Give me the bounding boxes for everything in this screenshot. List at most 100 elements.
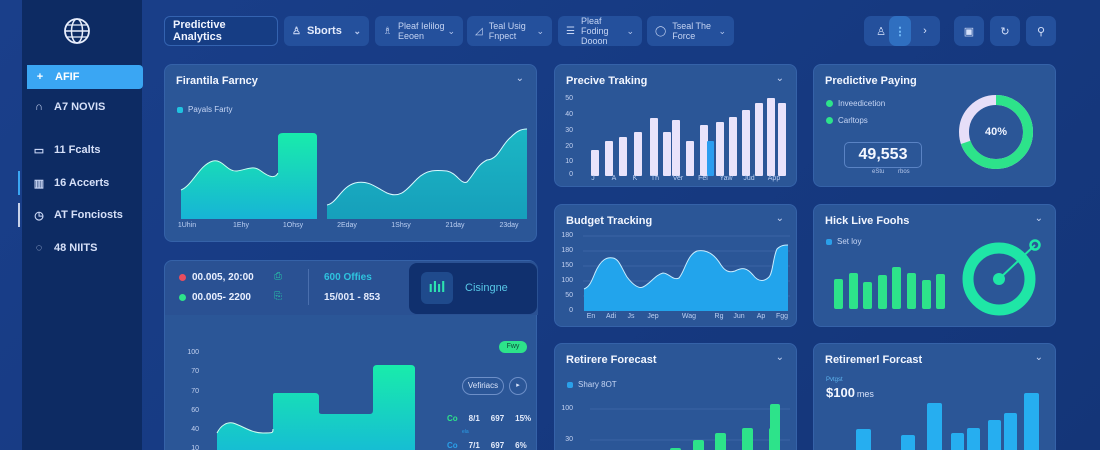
- predictive-tracking-bar-chart: [591, 98, 786, 176]
- sidebar-item-niits[interactable]: ◌ 48 NIITS: [22, 236, 142, 260]
- brand-name: Cisingne: [465, 282, 508, 294]
- sidebar-item-label: AT Fonciosts: [54, 209, 123, 221]
- database-icon: ☰: [566, 25, 575, 37]
- financial-area-chart: [180, 128, 528, 219]
- range-label: 15/001 - 853: [324, 292, 381, 303]
- status-badge: Fwy: [499, 341, 527, 353]
- card-title: Budget Tracking: [566, 215, 653, 227]
- predictive-paying-card: Predictive Paying Inveedicetion Carltops…: [813, 64, 1056, 187]
- brand-box[interactable]: ılıl Cisingne: [409, 263, 537, 314]
- link-icon[interactable]: ⚲: [1026, 16, 1056, 46]
- sidebar-item-novis[interactable]: ∩ A7 NOVIS: [22, 95, 142, 119]
- financial-card: Firantila Farncy ⌄ Payals Farty 1Uhin 1E…: [164, 64, 537, 242]
- card-title: Predictive Paying: [825, 75, 917, 87]
- page-title-button[interactable]: Predictive Analytics: [164, 16, 278, 46]
- clock-icon: ◷: [34, 209, 44, 222]
- refresh-icon[interactable]: ↻: [990, 16, 1020, 46]
- budget-area-chart: [583, 235, 790, 311]
- sidebar: + AFIF ∩ A7 NOVIS ▭ 11 Fcalts ▥ 16 Accer…: [18, 0, 143, 450]
- sborts-dropdown[interactable]: ♙ Sborts ⌄: [284, 16, 369, 46]
- arrow-icon[interactable]: ›: [923, 25, 927, 37]
- card-title: Hick Live Foohs: [825, 215, 910, 227]
- stats-row: Co 7/1 697 6%: [447, 441, 527, 450]
- budget-tracking-card: Budget Tracking ⌄ 180 180 150 100 50 0 E…: [554, 204, 797, 327]
- person-icon: ♗: [383, 25, 392, 37]
- file-icon[interactable]: ⎘: [274, 291, 282, 302]
- chevron-down-icon: ⌄: [447, 25, 455, 36]
- retirement-bar-chart-a: [590, 404, 790, 450]
- indicator: [18, 203, 20, 227]
- more-vertical-icon[interactable]: ⋮: [889, 16, 911, 46]
- user-lock-icon[interactable]: ♙: [876, 25, 886, 38]
- sidebar-item-label: 16 Accerts: [54, 177, 110, 189]
- card-title: Retirere Forecast: [566, 354, 657, 366]
- pill-button[interactable]: Vefiriacs: [462, 377, 504, 395]
- sidebar-item-fonciosts[interactable]: ◷ AT Fonciosts: [22, 203, 142, 227]
- chart-icon: ◿: [475, 25, 483, 37]
- legend: Payals Farty: [177, 105, 232, 114]
- legend-swatch: [177, 106, 183, 113]
- globe-icon[interactable]: [62, 16, 92, 46]
- sidebar-item-label: 48 NIITS: [54, 242, 98, 254]
- amount-label: $100 mes: [826, 385, 874, 400]
- retirement-forecast-card-a: Retirere Forecast ⌄ Shary 8OT 100 30: [554, 343, 797, 450]
- divider: [308, 269, 309, 305]
- sidebar-item-label: AFIF: [55, 71, 80, 83]
- building-icon: ▥: [33, 177, 45, 190]
- retirement-forecast-card-b: Retiremerl Forcast ⌄ Pvtgst $100 mes: [813, 343, 1056, 450]
- legend: Shary 8OT: [567, 380, 617, 389]
- chevron-down-icon: ⌄: [626, 25, 634, 36]
- big-number-box: 49,553: [844, 142, 922, 168]
- active-indicator: [18, 171, 20, 195]
- sidebar-item-fcalts[interactable]: ▭ 11 Fcalts: [22, 138, 142, 162]
- filter-dropdown-4[interactable]: ◯ Tseal The Force ⌄: [647, 16, 734, 46]
- magnet-icon: ∩: [35, 101, 43, 113]
- page-title: Predictive Analytics: [173, 19, 226, 43]
- chevron-down-icon[interactable]: ⌄: [775, 213, 784, 224]
- sidebar-item-label: 11 Fcalts: [54, 144, 101, 156]
- large-step-area-chart: [216, 365, 415, 450]
- time-row-1: 00.005, 20:00: [179, 272, 254, 283]
- card-title: Retiremerl Forcast: [825, 354, 923, 366]
- filter-dropdown-3[interactable]: ☰ Pleaf Foding Dooon ⌄: [558, 16, 642, 46]
- chevron-down-icon[interactable]: ⌄: [1034, 352, 1043, 363]
- chevron-down-icon[interactable]: ⌄: [515, 73, 524, 84]
- stats-card: 00.005, 20:00 00.005- 2200 ⎙ ⎘ 600 Offie…: [164, 260, 538, 450]
- chevron-down-icon[interactable]: ⌄: [775, 73, 784, 84]
- donut-chart: [959, 95, 1033, 169]
- legend-item: Carltops: [826, 116, 868, 125]
- chat-icon: ◌: [35, 242, 43, 254]
- hick-live-chart: [834, 239, 1041, 316]
- card-title: Firantila Farncy: [176, 75, 258, 87]
- donut-center-label: 40%: [984, 126, 1008, 138]
- chevron-down-icon[interactable]: ⌄: [1034, 213, 1043, 224]
- retirement-bar-chart-b: [856, 393, 1039, 450]
- chevron-down-icon: ⌄: [353, 25, 361, 36]
- chat-icon: ◯: [655, 25, 667, 37]
- filter-dropdown-1[interactable]: ♗ Pleaf Ielilog Eeoen ⌄: [375, 16, 463, 46]
- green-status-dot: [179, 294, 186, 301]
- play-icon[interactable]: ▸: [509, 377, 527, 395]
- offices-label: 600 Offies: [324, 272, 372, 283]
- chevron-down-icon[interactable]: ⌄: [775, 352, 784, 363]
- sidebar-item-accerts[interactable]: ▥ 16 Accerts: [22, 171, 142, 195]
- legend: Set loy: [826, 237, 861, 246]
- bars-logo-icon: ılıl: [421, 272, 453, 304]
- stats-row: Co 8/1 697 15%: [447, 414, 532, 423]
- save-icon[interactable]: ⎙: [274, 271, 282, 282]
- plus-icon: +: [36, 71, 44, 83]
- card-title: Precive Traking: [566, 75, 648, 87]
- people-icon: ♙: [292, 25, 301, 37]
- hick-live-card: Hick Live Foohs ⌄ Set loy: [813, 204, 1056, 327]
- sidebar-item-label: A7 NOVIS: [54, 101, 106, 113]
- sidebar-item-afif[interactable]: + AFIF: [27, 65, 143, 89]
- time-row-2: 00.005- 2200: [179, 292, 251, 303]
- red-status-dot: [179, 274, 186, 281]
- legend-item: Inveedicetion: [826, 99, 885, 108]
- chevron-down-icon: ⌄: [718, 25, 726, 36]
- filter-dropdown-2[interactable]: ◿ Teal Usig Fnpect ⌄: [467, 16, 552, 46]
- predictive-tracking-card: Precive Traking ⌄ 50 40 30 20 10 0 J A K…: [554, 64, 797, 187]
- folder-icon: ▭: [33, 144, 45, 157]
- chevron-down-icon: ⌄: [536, 25, 544, 36]
- binoculars-icon[interactable]: ▣: [954, 16, 984, 46]
